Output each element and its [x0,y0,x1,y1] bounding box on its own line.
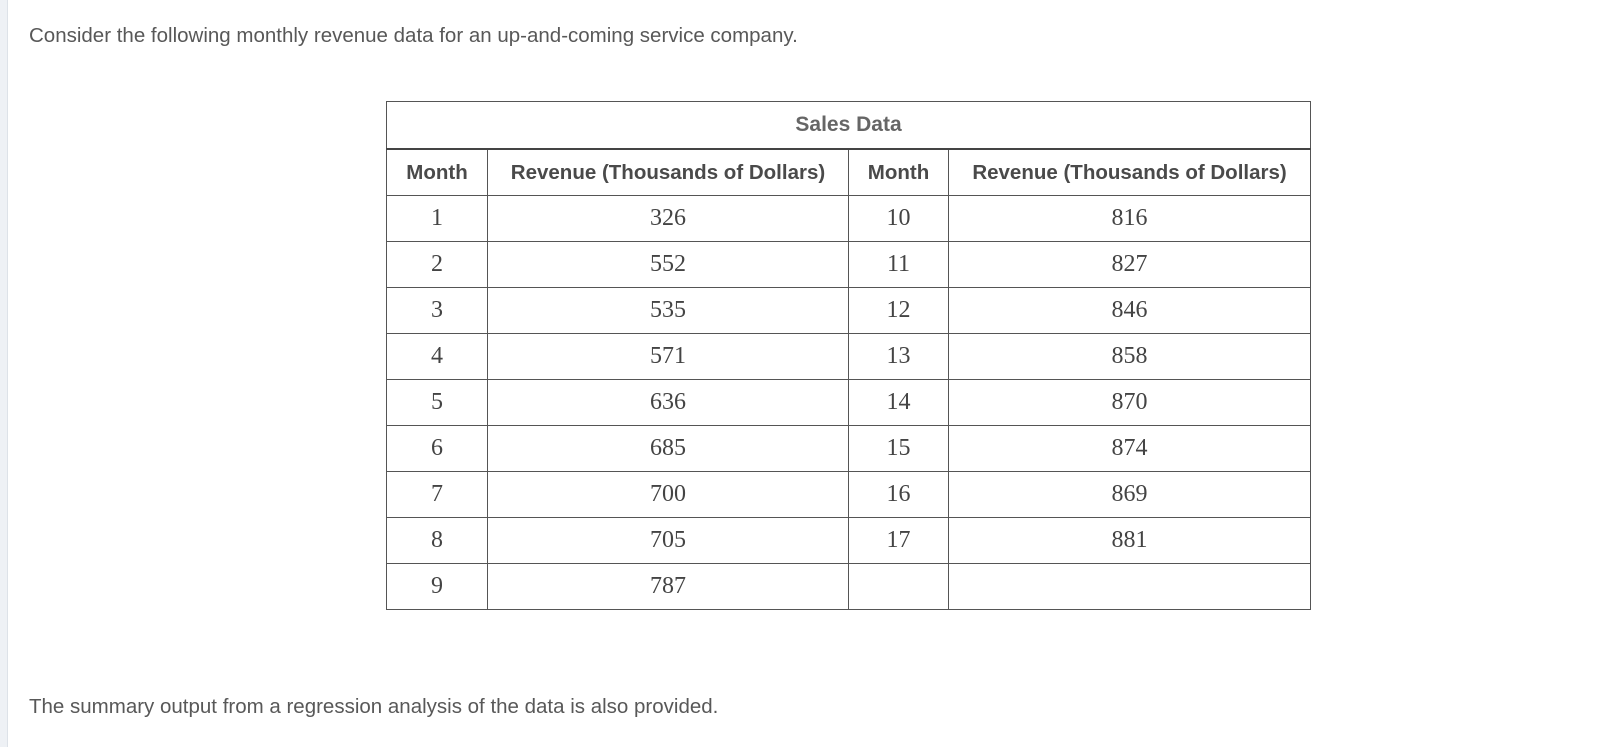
revenue-cell: 858 [947,333,1312,380]
revenue-cell: 700 [487,471,849,518]
revenue-cell: 552 [487,241,849,288]
column-header-month-2: Month [848,148,949,196]
revenue-cell: 535 [487,287,849,334]
table-row: 2 552 11 827 [386,241,1312,288]
table-caption: Sales Data [385,101,1312,150]
revenue-cell: 846 [947,287,1312,334]
month-cell: 11 [848,241,949,288]
intro-paragraph: Consider the following monthly revenue d… [29,24,798,47]
sales-data-table: Sales Data Month Revenue (Thousands of D… [385,101,1312,610]
outro-paragraph: The summary output from a regression ana… [29,695,719,718]
table-row: 3 535 12 846 [386,287,1312,334]
table-row: 9 787 [386,563,1312,610]
month-cell: 1 [386,195,488,242]
month-cell: 7 [386,471,488,518]
month-cell: 15 [848,425,949,472]
month-cell: 3 [386,287,488,334]
month-cell: 13 [848,333,949,380]
month-cell: 10 [848,195,949,242]
revenue-cell: 326 [487,195,849,242]
revenue-cell: 827 [947,241,1312,288]
column-header-month-1: Month [386,148,488,196]
revenue-cell [947,563,1312,610]
table-row: 6 685 15 874 [386,425,1312,472]
month-cell: 5 [386,379,488,426]
table-row: 5 636 14 870 [386,379,1312,426]
month-cell: 6 [386,425,488,472]
revenue-cell: 870 [947,379,1312,426]
revenue-cell: 787 [487,563,849,610]
left-margin-rule [0,0,8,747]
revenue-cell: 874 [947,425,1312,472]
table-row: 1 326 10 816 [386,195,1312,242]
month-cell: 9 [386,563,488,610]
month-cell [848,563,949,610]
month-cell: 14 [848,379,949,426]
month-cell: 2 [386,241,488,288]
revenue-cell: 816 [947,195,1312,242]
revenue-cell: 881 [947,517,1312,564]
month-cell: 12 [848,287,949,334]
revenue-cell: 571 [487,333,849,380]
column-header-revenue-1: Revenue (Thousands of Dollars) [487,148,849,196]
table-row: 7 700 16 869 [386,471,1312,518]
month-cell: 4 [386,333,488,380]
table-header-row: Month Revenue (Thousands of Dollars) Mon… [386,148,1312,196]
revenue-cell: 636 [487,379,849,426]
revenue-cell: 685 [487,425,849,472]
table-row: 8 705 17 881 [386,517,1312,564]
column-header-revenue-2: Revenue (Thousands of Dollars) [947,148,1312,196]
month-cell: 16 [848,471,949,518]
revenue-cell: 705 [487,517,849,564]
month-cell: 17 [848,517,949,564]
month-cell: 8 [386,517,488,564]
table-row: 4 571 13 858 [386,333,1312,380]
revenue-cell: 869 [947,471,1312,518]
table-caption-row: Sales Data [385,101,1312,150]
